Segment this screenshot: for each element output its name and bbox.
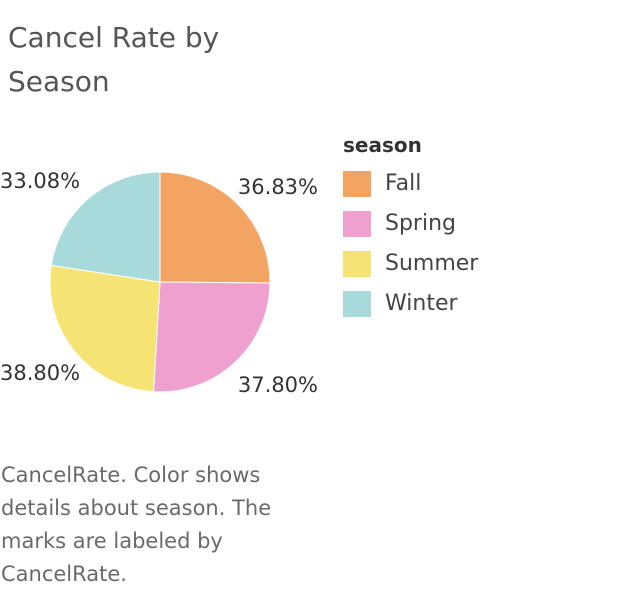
pie-slice-summer[interactable] bbox=[49, 264, 161, 393]
legend-swatch-spring bbox=[343, 211, 371, 237]
legend-swatch-winter bbox=[343, 291, 371, 317]
legend-item-fall[interactable]: Fall bbox=[343, 164, 583, 204]
legend-item-summer[interactable]: Summer bbox=[343, 244, 583, 284]
pie-label-summer: 38.80% bbox=[0, 361, 80, 385]
chart-title: Cancel Rate by Season bbox=[8, 21, 220, 98]
pie-slice-fall[interactable] bbox=[159, 171, 271, 284]
legend-label-summer: Summer bbox=[385, 251, 479, 276]
pie-label-fall: 36.83% bbox=[238, 175, 318, 199]
legend-label-winter: Winter bbox=[385, 291, 458, 316]
legend-swatch-summer bbox=[343, 251, 371, 277]
legend: season Fall Spring Summer Winter bbox=[343, 130, 583, 324]
chart-caption: CancelRate. Color shows details about se… bbox=[1, 463, 272, 586]
legend-item-winter[interactable]: Winter bbox=[343, 284, 583, 324]
legend-label-fall: Fall bbox=[385, 171, 422, 196]
pie-slice-winter[interactable] bbox=[50, 171, 161, 283]
pie-slice-spring[interactable] bbox=[152, 281, 271, 393]
pie-label-winter: 33.08% bbox=[0, 169, 80, 193]
legend-label-spring: Spring bbox=[385, 211, 456, 236]
pie-chart-svg: 36.83% 37.80% 38.80% 33.08% bbox=[0, 169, 318, 397]
legend-title: season bbox=[343, 133, 422, 157]
legend-item-spring[interactable]: Spring bbox=[343, 204, 583, 244]
pie-chart: 36.83% 37.80% 38.80% 33.08% bbox=[0, 150, 330, 410]
pie-label-spring: 37.80% bbox=[238, 373, 318, 397]
legend-swatch-fall bbox=[343, 171, 371, 197]
